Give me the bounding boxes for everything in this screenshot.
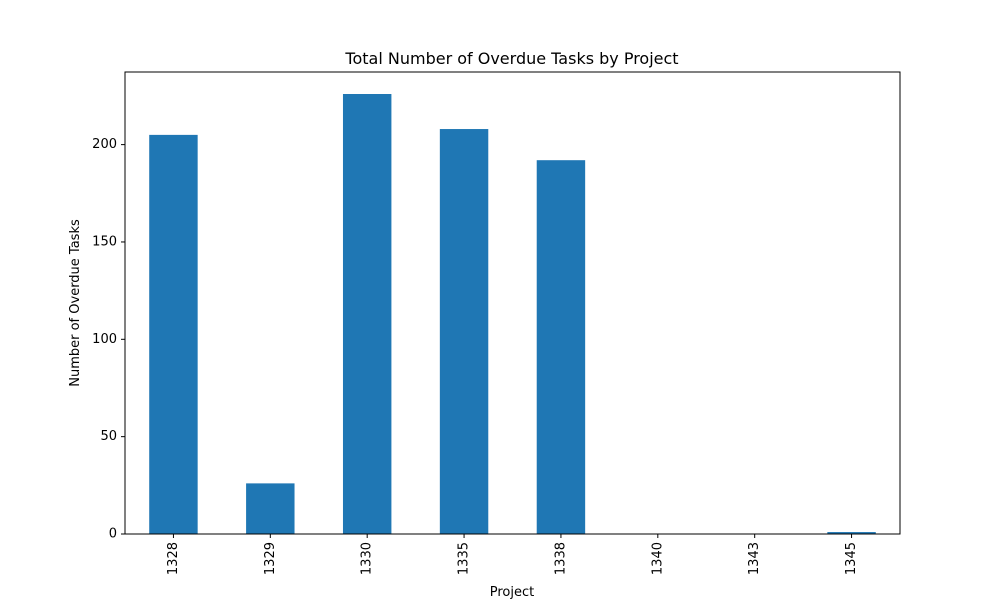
bar-1335: [439, 129, 489, 535]
x-tick-label: 1330: [360, 542, 375, 575]
x-tick-label: 1340: [650, 542, 665, 575]
x-tick-label: 1338: [553, 542, 568, 575]
x-tick-label: 1328: [166, 542, 181, 575]
plot-frame: [124, 71, 901, 535]
y-tick-label: 150: [92, 234, 117, 249]
x-tick-label: 1335: [457, 542, 472, 575]
y-tick-label: 200: [92, 137, 117, 152]
x-tick-label: 1343: [747, 542, 762, 575]
chart-title: Total Number of Overdue Tasks by Project: [344, 49, 678, 68]
x-axis-label: Project: [490, 585, 534, 600]
y-tick-label: 0: [109, 527, 117, 542]
bar-1329: [246, 483, 295, 534]
y-axis-label: Number of Overdue Tasks: [68, 219, 83, 387]
x-tick-label: 1329: [263, 542, 278, 575]
bar-1330: [342, 94, 392, 534]
bar-1328: [149, 134, 198, 534]
bars-group: [149, 94, 876, 535]
y-tick-label: 50: [100, 429, 117, 444]
y-axis-ticks: 0 50 100 150 200: [92, 137, 125, 542]
y-tick-label: 100: [92, 332, 117, 347]
x-tick-label: 1345: [844, 542, 859, 575]
bar-1338: [536, 160, 586, 534]
x-axis-ticks: 1328 1329 1330 1335 1338 1340 1343 1345: [166, 534, 859, 575]
bar-1345: [827, 532, 876, 534]
